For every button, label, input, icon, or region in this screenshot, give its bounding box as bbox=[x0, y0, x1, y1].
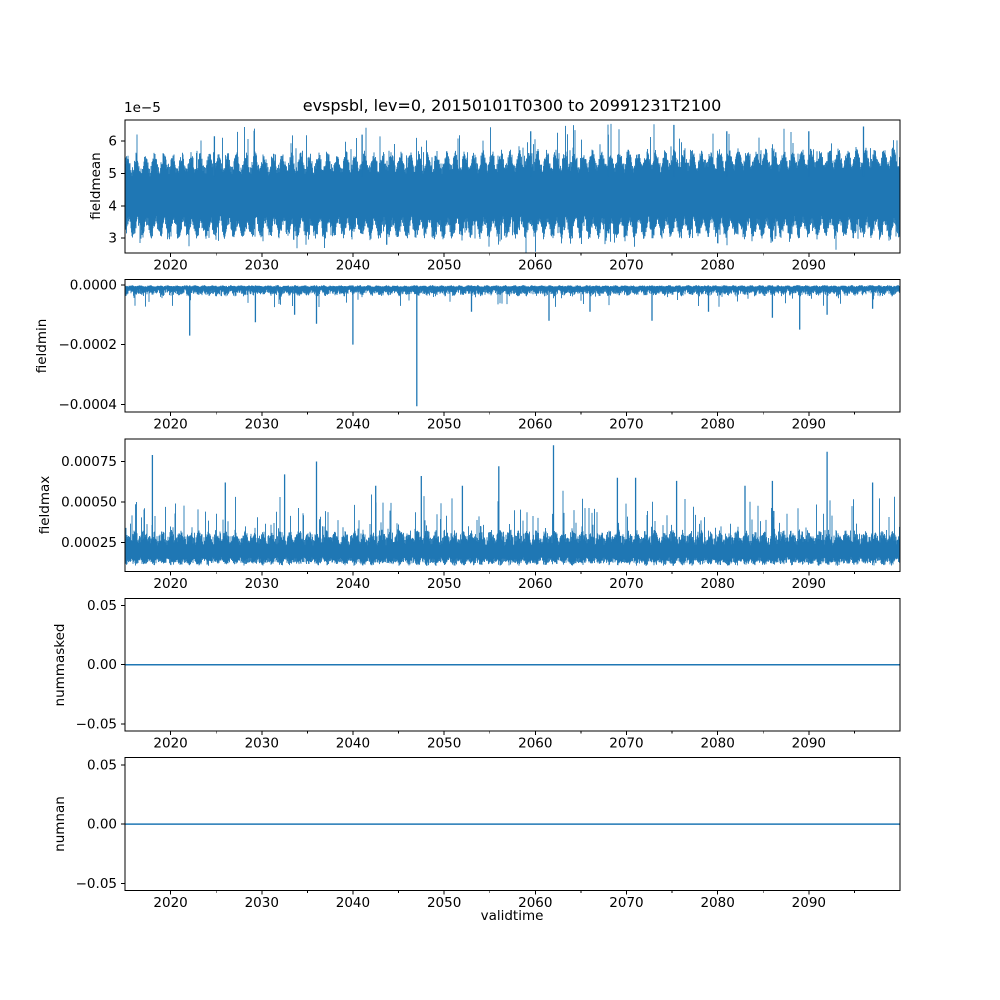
y-tick-label: −0.05 bbox=[76, 876, 117, 892]
y-tick-label: 5 bbox=[108, 166, 117, 182]
y-tick-label: 4 bbox=[108, 198, 117, 214]
x-tick-label: 2040 bbox=[336, 417, 370, 433]
x-tick-label: 2030 bbox=[245, 736, 279, 752]
x-tick-label: 2030 bbox=[245, 895, 279, 911]
x-tick-label: 2060 bbox=[518, 417, 552, 433]
y-tick-label: −0.0004 bbox=[58, 397, 117, 413]
y-tick-label: 0.00 bbox=[87, 657, 117, 673]
x-tick-label: 2050 bbox=[427, 576, 461, 592]
y-axis-label-fieldmean: fieldmean bbox=[88, 152, 104, 220]
x-tick-label: 2060 bbox=[518, 257, 552, 273]
y-tick-label: 0.00050 bbox=[61, 494, 117, 510]
subplot-fieldmean: 2020 2030 2040 2050 2060 2070 2080 2090 3 4 5 6 bbox=[108, 119, 901, 273]
subplot-nummasked: 2020 2030 2040 2050 2060 2070 2080 2090 0.05 0.00… bbox=[76, 597, 901, 752]
x-tick-label: 2030 bbox=[245, 417, 279, 433]
x-tick-label: 2090 bbox=[792, 576, 826, 592]
y-axis-ticks: 0.00025 0.00050 0.00075 bbox=[61, 454, 125, 551]
x-tick-label: 2080 bbox=[700, 417, 734, 433]
x-tick-label: 2040 bbox=[336, 895, 370, 911]
x-tick-label: 2020 bbox=[153, 736, 187, 752]
x-tick-label: 2090 bbox=[792, 257, 826, 273]
x-tick-label: 2080 bbox=[700, 257, 734, 273]
x-axis-label: validtime bbox=[480, 908, 544, 924]
x-tick-label: 2070 bbox=[609, 417, 643, 433]
x-tick-label: 2040 bbox=[336, 576, 370, 592]
y-axis-ticks: 0.05 0.00 −0.05 bbox=[76, 757, 125, 892]
y-tick-label: 6 bbox=[108, 134, 117, 150]
y-axis-ticks: 0.05 0.00 −0.05 bbox=[76, 598, 125, 732]
x-tick-label: 2050 bbox=[427, 895, 461, 911]
y-axis-label-numnan: numnan bbox=[52, 796, 68, 852]
subplot-fieldmin: 2020 2030 2040 2050 2060 2070 2080 2090 0.0000 −0… bbox=[58, 277, 901, 433]
x-tick-label: 2070 bbox=[609, 576, 643, 592]
y-axis-ticks: 3 4 5 6 bbox=[108, 134, 125, 247]
x-tick-label: 2060 bbox=[518, 576, 552, 592]
x-axis-ticks: 2020 2030 2040 2050 2060 2070 2080 2090 bbox=[153, 252, 855, 273]
x-tick-label: 2050 bbox=[427, 736, 461, 752]
y-axis-label-fieldmax: fieldmax bbox=[37, 475, 53, 535]
axes-frame bbox=[124, 119, 901, 254]
x-tick-label: 2040 bbox=[336, 257, 370, 273]
x-axis-ticks: 2020 2030 2040 2050 2060 2070 2080 2090 bbox=[153, 571, 855, 592]
y-tick-label: 3 bbox=[108, 231, 117, 247]
x-tick-label: 2070 bbox=[609, 257, 643, 273]
x-tick-label: 2030 bbox=[245, 257, 279, 273]
y-tick-label: 0.00025 bbox=[61, 535, 117, 551]
x-tick-label: 2020 bbox=[153, 895, 187, 911]
x-tick-label: 2060 bbox=[518, 736, 552, 752]
x-tick-label: 2090 bbox=[792, 895, 826, 911]
x-tick-label: 2090 bbox=[792, 736, 826, 752]
y-tick-label: −0.0002 bbox=[58, 337, 117, 353]
x-tick-label: 2020 bbox=[153, 257, 187, 273]
x-tick-label: 2060 bbox=[518, 895, 552, 911]
series-fieldmax bbox=[125, 445, 900, 566]
x-tick-label: 2030 bbox=[245, 576, 279, 592]
x-axis-ticks: 2020 2030 2040 2050 2060 2070 2080 2090 bbox=[153, 412, 855, 433]
axes-frame bbox=[124, 438, 901, 573]
y-axis-label-nummasked: nummasked bbox=[52, 623, 68, 707]
y-tick-label: 0.05 bbox=[87, 598, 117, 614]
chart-title: evspsbl, lev=0, 20150101T0300 to 2099123… bbox=[302, 96, 722, 115]
subplot-fieldmax: 2020 2030 2040 2050 2060 2070 2080 20900.000250… bbox=[61, 438, 901, 592]
y-tick-label: 0.00075 bbox=[61, 454, 117, 470]
x-tick-label: 2080 bbox=[700, 895, 734, 911]
x-tick-label: 2080 bbox=[700, 736, 734, 752]
y-tick-label: 0.0000 bbox=[70, 277, 117, 293]
y-tick-label: 0.05 bbox=[87, 757, 117, 773]
y-tick-label: −0.05 bbox=[76, 716, 117, 732]
x-axis-ticks: 2020 2030 2040 2050 2060 2070 2080 2090 bbox=[153, 731, 855, 752]
y-axis-ticks: 0.0000 −0.0002 −0.0004 bbox=[58, 277, 125, 413]
x-tick-label: 2050 bbox=[427, 257, 461, 273]
x-tick-label: 2050 bbox=[427, 417, 461, 433]
x-tick-label: 2040 bbox=[336, 736, 370, 752]
x-tick-label: 2020 bbox=[153, 417, 187, 433]
series-fieldmean bbox=[125, 123, 900, 253]
x-tick-label: 2090 bbox=[792, 417, 826, 433]
y-tick-label: 0.00 bbox=[87, 817, 117, 833]
series-fieldmin bbox=[125, 285, 900, 407]
x-axis-ticks: 2020 2030 2040 2050 2060 2070 2080 2090 bbox=[153, 890, 855, 911]
subplot-numnan: 2020 2030 2040 2050 2060 2070 2080 2090 0.05 0.00… bbox=[76, 757, 901, 911]
y-axis-label-fieldmin: fieldmin bbox=[34, 318, 50, 374]
x-tick-label: 2020 bbox=[153, 576, 187, 592]
x-tick-label: 2080 bbox=[700, 576, 734, 592]
x-tick-label: 2070 bbox=[609, 736, 643, 752]
y-offset-text: 1e−5 bbox=[124, 100, 161, 116]
x-tick-label: 2070 bbox=[609, 895, 643, 911]
axes-frame bbox=[124, 278, 901, 413]
